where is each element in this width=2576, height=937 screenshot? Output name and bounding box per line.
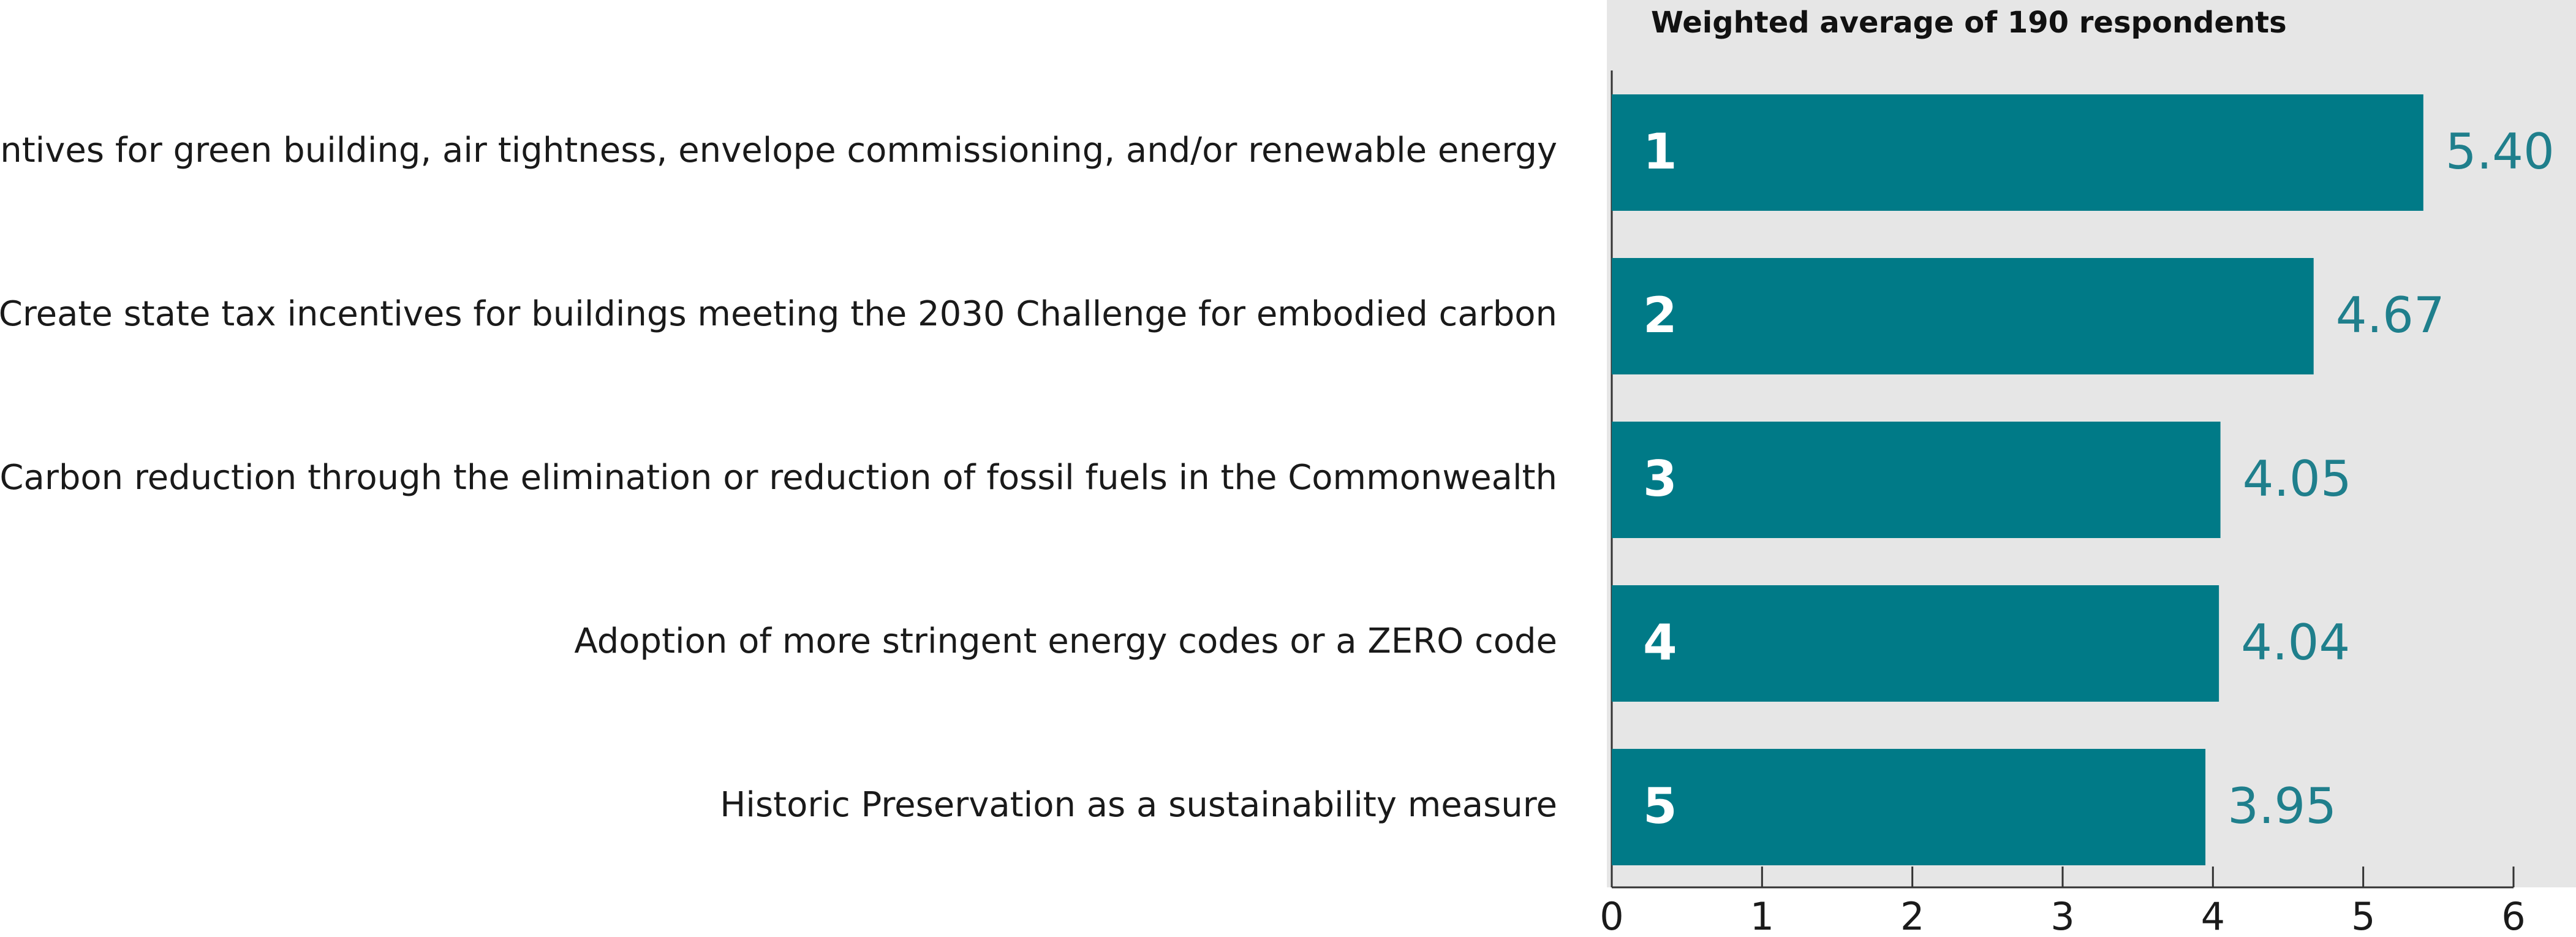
value-label: 3.95 — [2227, 778, 2336, 835]
value-label: 5.40 — [2446, 123, 2555, 180]
rank-label: 5 — [1643, 778, 1677, 835]
rank-label: 4 — [1643, 614, 1677, 671]
bar — [1612, 585, 2219, 702]
rank-label: 2 — [1643, 287, 1677, 344]
x-tick-label: 0 — [1600, 894, 1623, 937]
category-label: Adoption of more stringent energy codes … — [574, 621, 1557, 661]
value-label: 4.05 — [2243, 450, 2352, 507]
chart-subtitle: Weighted average of 190 respondents — [1651, 6, 2287, 40]
bar — [1612, 749, 2206, 865]
rank-label: 3 — [1643, 450, 1677, 507]
category-label: Historic Preservation as a sustainabilit… — [720, 785, 1557, 825]
x-tick-label: 3 — [2050, 894, 2074, 937]
x-tick-label: 5 — [2351, 894, 2375, 937]
category-label: Create state tax incentives for building… — [0, 294, 1557, 334]
x-tick-label: 2 — [1900, 894, 1924, 937]
value-label: 4.67 — [2336, 287, 2445, 344]
category-label: Incentives for green building, air tight… — [0, 131, 1557, 170]
rank-label: 1 — [1643, 123, 1677, 180]
x-tick-label: 1 — [1750, 894, 1774, 937]
value-label: 4.04 — [2241, 614, 2350, 671]
category-label: Carbon reduction through the elimination… — [0, 458, 1557, 498]
bar — [1612, 422, 2221, 538]
x-tick-label: 4 — [2201, 894, 2225, 937]
x-tick-label: 6 — [2501, 894, 2525, 937]
bar — [1612, 258, 2314, 374]
bar — [1612, 94, 2423, 211]
